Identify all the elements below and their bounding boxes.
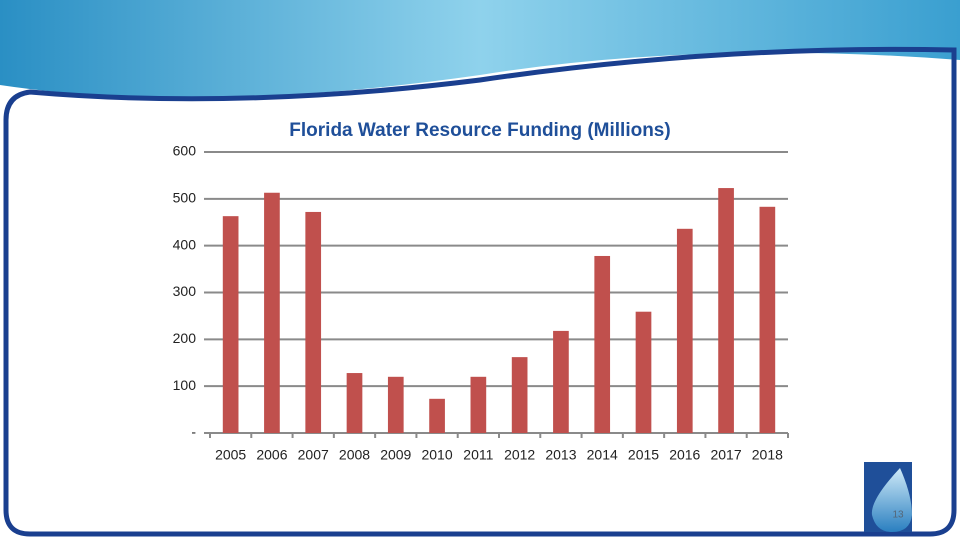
- y-tick-label: -: [191, 424, 196, 440]
- bar: [553, 330, 569, 433]
- x-tick-label: 2011: [463, 447, 493, 463]
- x-tick-label: 2008: [339, 447, 370, 463]
- bar: [222, 216, 239, 433]
- bar: [635, 311, 652, 433]
- slide-number: 13: [892, 510, 904, 521]
- x-tick-label: 2009: [380, 447, 411, 463]
- y-tick-label: 600: [173, 143, 197, 159]
- x-tick-label: 2014: [587, 447, 618, 463]
- bar: [346, 373, 363, 433]
- y-tick-label: 200: [173, 330, 197, 346]
- x-tick-label: 2012: [504, 447, 535, 463]
- y-tick-label: 400: [173, 236, 197, 252]
- chart-title: Florida Water Resource Funding (Millions…: [289, 120, 670, 141]
- x-tick-label: 2010: [421, 447, 452, 463]
- y-tick-label: 500: [173, 190, 197, 206]
- bar: [305, 211, 322, 433]
- x-tick-label: 2007: [298, 447, 329, 463]
- x-tick-label: 2018: [752, 447, 783, 463]
- x-tick-label: 2015: [628, 447, 659, 463]
- bar: [718, 188, 734, 433]
- bar: [759, 206, 776, 433]
- bar: [676, 228, 693, 433]
- bar: [387, 376, 404, 433]
- logo-drop: [871, 468, 912, 532]
- x-tick-label: 2017: [710, 447, 741, 463]
- bar: [511, 357, 528, 433]
- x-tick-label: 2005: [215, 447, 246, 463]
- x-tick-label: 2006: [256, 447, 287, 463]
- water-header: [0, 0, 960, 98]
- bar: [429, 398, 445, 433]
- slide-frame: [3, 46, 957, 537]
- x-tick-label: 2013: [545, 447, 576, 463]
- y-tick-label: 300: [173, 283, 197, 299]
- bar: [594, 255, 611, 433]
- bar: [264, 192, 280, 433]
- x-tick-label: 2016: [669, 447, 700, 463]
- y-tick-label: 100: [173, 377, 197, 393]
- bar: [470, 376, 487, 433]
